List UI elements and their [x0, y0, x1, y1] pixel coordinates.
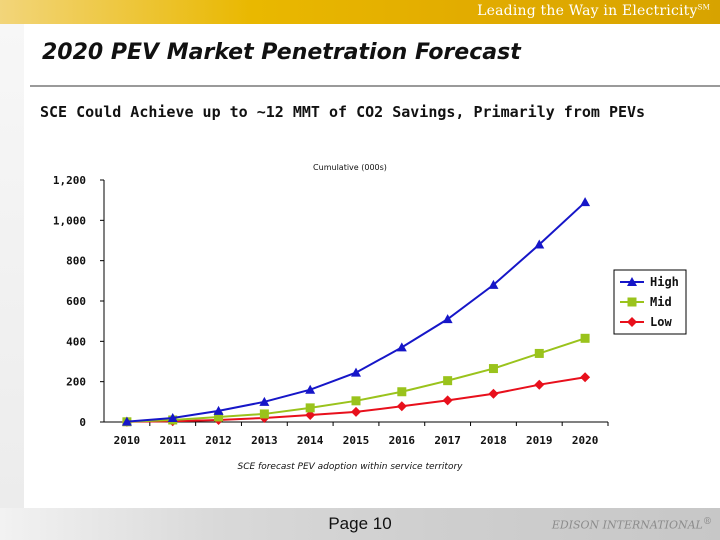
legend-item-mid: Mid	[620, 295, 672, 309]
chart-title: Cumulative (000s)	[313, 163, 387, 172]
data-point-mid	[534, 348, 544, 358]
legend-label-high: High	[650, 275, 679, 289]
data-point-high	[351, 367, 361, 377]
legend-label-low: Low	[650, 315, 672, 329]
x-tick-label: 2013	[251, 434, 278, 447]
y-tick-label: 0	[79, 416, 86, 429]
page-title: 2020 PEV Market Penetration Forecast	[42, 40, 521, 65]
data-point-high	[442, 314, 453, 324]
legend-item-high: High	[620, 275, 679, 289]
data-point-high	[305, 384, 316, 394]
x-tick-label: 2010	[114, 434, 141, 447]
footer-brand: EDISON INTERNATIONAL®	[551, 516, 712, 532]
data-point-high	[213, 405, 224, 415]
legend-marker-mid	[627, 297, 637, 307]
data-point-mid	[580, 333, 590, 343]
pev-forecast-chart: Cumulative (000s) 0 200 400 600 800 1,000 1,20…	[53, 163, 687, 472]
data-point-mid	[259, 409, 269, 419]
page-number: Page 10	[328, 514, 392, 533]
data-point-low	[396, 401, 407, 412]
x-tick-label: 2012	[205, 434, 232, 447]
y-tick-label: 400	[66, 335, 86, 348]
data-point-high	[259, 396, 270, 406]
left-strip	[0, 24, 24, 508]
data-point-high	[396, 342, 407, 352]
y-tick-label: 600	[66, 295, 86, 308]
tagline: Leading the Way in ElectricitySM	[477, 3, 710, 19]
data-point-high	[534, 239, 545, 249]
legend-label-mid: Mid	[650, 295, 672, 309]
y-tick-label: 1,200	[53, 174, 86, 187]
x-tick-label: 2014	[297, 434, 324, 447]
data-point-high	[488, 279, 499, 289]
chart-axes: 0 200 400 600 800 1,000 1,200 2010 2011 2012 2013 2…	[53, 174, 609, 447]
header-band	[0, 0, 720, 24]
legend-marker-high	[627, 277, 637, 286]
chart-series	[121, 197, 591, 427]
legend-item-low: Low	[620, 315, 672, 329]
y-tick-label: 800	[66, 255, 86, 268]
data-point-low	[488, 388, 499, 399]
data-point-high	[580, 197, 591, 207]
x-tick-label: 2018	[480, 434, 507, 447]
data-point-mid	[397, 387, 407, 397]
x-tick-label: 2020	[572, 434, 599, 447]
data-point-low	[442, 395, 453, 406]
y-tick-label: 200	[66, 376, 86, 389]
x-tick-label: 2015	[343, 434, 370, 447]
data-point-high	[121, 416, 132, 426]
page-subtitle: SCE Could Achieve up to ~12 MMT of CO2 S…	[40, 103, 646, 121]
data-point-high	[167, 412, 178, 422]
data-point-mid	[214, 412, 224, 422]
footer-bar	[0, 508, 720, 540]
chart-caption: SCE forecast PEV adoption within service…	[238, 462, 464, 472]
data-point-low	[580, 372, 591, 383]
data-point-mid	[351, 396, 361, 406]
legend-marker-low	[627, 317, 637, 327]
y-tick-label: 1,000	[53, 214, 86, 227]
data-point-low	[305, 409, 316, 420]
x-tick-label: 2019	[526, 434, 553, 447]
data-point-low	[534, 379, 545, 390]
data-point-mid	[305, 403, 315, 413]
x-tick-label: 2017	[434, 434, 461, 447]
series-high	[121, 197, 591, 426]
chart-legend: High Mid Low	[613, 269, 687, 335]
data-point-low	[351, 406, 361, 417]
title-divider	[30, 85, 720, 87]
x-tick-label: 2011	[159, 434, 186, 447]
data-point-mid	[443, 376, 453, 386]
data-point-mid	[488, 364, 498, 374]
x-tick-label: 2016	[389, 434, 416, 447]
